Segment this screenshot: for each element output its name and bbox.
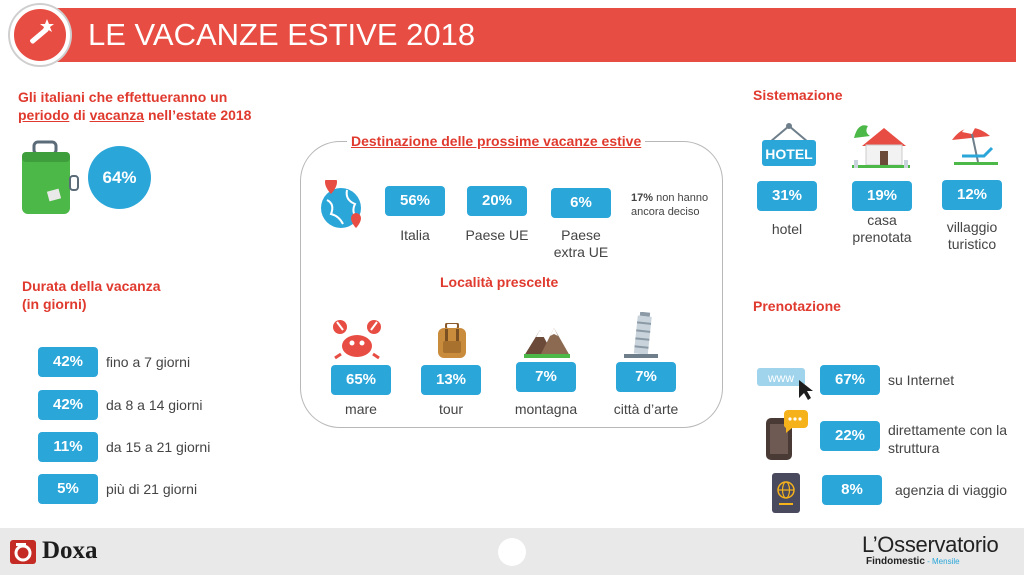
accommodation-title: Sistemazione — [753, 87, 843, 103]
italians-title: Gli italiani che effettueranno un period… — [18, 89, 252, 123]
place-label: mare — [345, 401, 377, 417]
doxa-mark-icon — [14, 543, 32, 562]
place-label: tour — [438, 401, 464, 417]
doxa-brand: Doxa — [42, 537, 98, 564]
beach-umbrella-icon — [952, 125, 998, 165]
pisa-tower-icon — [624, 312, 658, 358]
italians-percent: 64% — [88, 146, 151, 209]
duration-title: Durata della vacanza (in giorni) — [22, 278, 161, 312]
phone-chat-icon — [766, 410, 808, 460]
places-title: Località prescelte — [440, 274, 559, 290]
svg-text:www: www — [767, 371, 794, 385]
place-value: 65% — [331, 365, 391, 395]
destination-value: 6% — [551, 188, 611, 218]
place-value: 7% — [516, 362, 576, 392]
destination-title: Destinazione delle prossime vacanze esti… — [347, 132, 646, 150]
globe-pin-icon — [321, 180, 361, 228]
booking-value: 22% — [820, 421, 880, 451]
destination-label: Italia — [400, 227, 430, 243]
header-icon-badge — [10, 5, 70, 65]
house-icon — [852, 125, 910, 168]
duration-label: più di 21 giorni — [106, 481, 198, 497]
accommodation-value: 19% — [852, 181, 912, 211]
destination-label: Paese UE — [465, 227, 529, 243]
booking-value: 8% — [822, 475, 882, 505]
duration-label: da 8 a 14 giorni — [106, 397, 203, 413]
destination-value: 20% — [467, 186, 527, 216]
undecided-note: 17% non hanno ancora deciso — [631, 192, 709, 218]
accommodation-label: villaggio turistico — [946, 219, 998, 252]
place-value: 7% — [616, 362, 676, 392]
booking-label: su Internet — [888, 372, 955, 388]
backpack-icon — [438, 323, 466, 358]
place-label: città d’arte — [613, 401, 679, 417]
booking-value: 67% — [820, 365, 880, 395]
duration-label: da 15 a 21 giorni — [106, 439, 211, 455]
osservatorio-brand: L’Osservatorio — [862, 532, 999, 557]
hotel-sign-icon: HOTEL — [762, 123, 816, 166]
booking-title: Prenotazione — [753, 298, 841, 314]
passport-icon — [772, 473, 800, 513]
booking-label: direttamente con la struttura — [888, 422, 1008, 456]
header-bar — [40, 8, 1016, 62]
accommodation-label: casa prenotata — [852, 212, 912, 245]
page-title: LE VACANZE ESTIVE 2018 — [88, 17, 476, 52]
osservatorio-sub: Findomestic - Mensile — [866, 556, 960, 567]
duration-value: 42% — [38, 347, 98, 377]
duration-label: fino a 7 giorni — [106, 354, 191, 370]
place-label: montagna — [514, 401, 578, 417]
magic-wand-icon — [30, 19, 54, 44]
doxa-logo — [10, 540, 36, 564]
duration-value: 42% — [38, 390, 98, 420]
place-value: 13% — [421, 365, 481, 395]
duration-value: 5% — [38, 474, 98, 504]
suitcase-icon — [22, 140, 79, 214]
accommodation-value: 31% — [757, 181, 817, 211]
duration-value: 11% — [38, 432, 98, 462]
accommodation-label: hotel — [771, 221, 803, 237]
destination-value: 56% — [385, 186, 445, 216]
slide-indicator[interactable] — [498, 538, 526, 566]
mountain-icon — [524, 328, 570, 358]
crab-icon — [333, 320, 381, 360]
svg-text:HOTEL: HOTEL — [765, 146, 813, 162]
destination-label: Paese extra UE — [553, 227, 609, 260]
www-cursor-icon: www — [757, 368, 813, 400]
accommodation-value: 12% — [942, 180, 1002, 210]
booking-label: agenzia di viaggio — [895, 482, 1008, 498]
